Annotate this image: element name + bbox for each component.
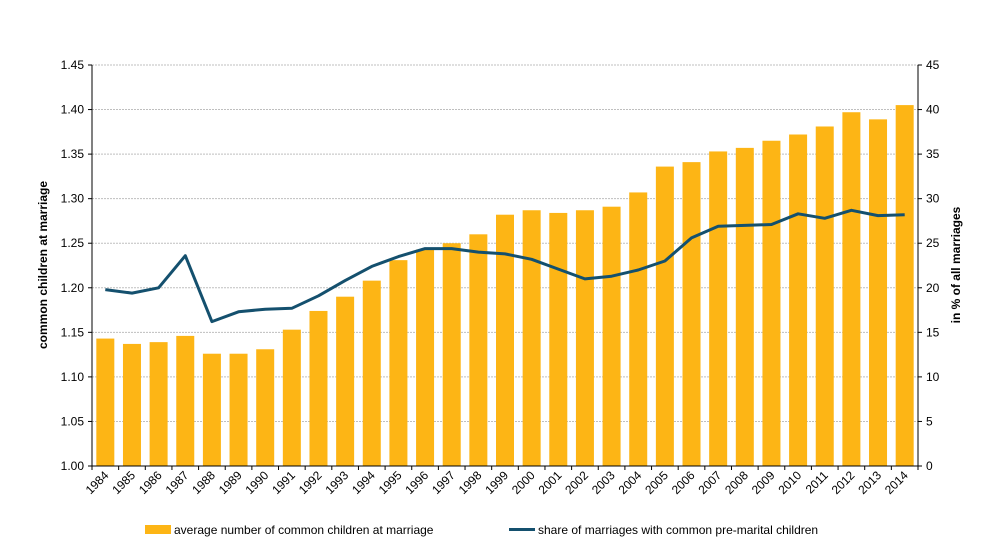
right-tick-label: 35	[926, 147, 940, 161]
right-tick-label: 25	[926, 236, 940, 250]
x-tick-label: 2001	[536, 468, 565, 497]
bar	[149, 342, 168, 466]
right-axis-title: in % of all marriages	[949, 206, 963, 323]
x-tick-label: 2012	[829, 468, 858, 497]
x-tick-label: 2005	[642, 468, 671, 497]
right-tick-label: 40	[926, 103, 940, 117]
axes	[91, 65, 919, 467]
bar	[96, 338, 115, 466]
right-tick-label: 10	[926, 370, 940, 384]
bar-series	[96, 105, 914, 467]
right-tick-label: 0	[926, 459, 933, 473]
left-tick-label: 1.25	[61, 236, 85, 250]
x-tick-label: 1985	[109, 468, 138, 497]
x-tick-label: 1996	[402, 468, 431, 497]
bar	[202, 353, 221, 466]
x-tick-label: 2007	[696, 468, 725, 497]
x-tick-label: 1997	[429, 468, 458, 497]
legend-line-label: share of marriages with common pre-marit…	[538, 523, 818, 537]
left-tick-label: 1.05	[61, 414, 85, 428]
left-tick-label: 1.40	[61, 103, 85, 117]
x-tick-label: 1995	[376, 468, 405, 497]
x-tick-label: 2014	[882, 468, 911, 497]
bar	[629, 192, 648, 466]
legend: average number of common children at mar…	[145, 523, 818, 537]
bar	[122, 343, 141, 466]
bar	[309, 310, 328, 466]
x-tick-label: 2011	[803, 468, 831, 496]
bar	[522, 210, 541, 466]
bar	[602, 206, 621, 467]
right-tick-label: 15	[926, 325, 940, 339]
bar	[469, 234, 488, 466]
x-tick-label: 1991	[269, 468, 298, 497]
x-axis-ticks: 1984198519861987198819891990199119921993…	[83, 466, 919, 497]
left-tick-label: 1.15	[61, 325, 85, 339]
x-tick-label: 2009	[749, 468, 778, 497]
line-series	[105, 208, 905, 324]
left-tick-label: 1.00	[61, 459, 85, 473]
right-tick-label: 5	[926, 414, 933, 428]
bar	[549, 212, 568, 466]
right-tick-label: 20	[926, 281, 940, 295]
bar	[735, 147, 754, 466]
left-tick-label: 1.30	[61, 192, 85, 206]
x-tick-label: 1986	[136, 468, 165, 497]
bar	[815, 126, 834, 466]
left-tick-label: 1.35	[61, 147, 85, 161]
left-tick-label: 1.10	[61, 370, 85, 384]
x-tick-label: 1992	[296, 468, 325, 497]
x-tick-label: 1993	[322, 468, 351, 497]
x-tick-label: 2000	[509, 468, 538, 497]
bar	[256, 349, 275, 466]
x-tick-label: 1998	[456, 468, 485, 497]
bar	[362, 280, 381, 466]
bar	[682, 162, 701, 466]
x-tick-label: 1999	[482, 468, 511, 497]
x-tick-label: 2008	[722, 468, 751, 497]
bar	[282, 329, 301, 466]
bar	[176, 335, 195, 466]
right-tick-label: 30	[926, 192, 940, 206]
bar	[789, 134, 808, 467]
left-axis-ticks: 1.00 1.05 1.10 1.15 1.20 1.25 1.30 1.35 1.40 1.45	[61, 58, 92, 473]
bar	[416, 249, 435, 466]
left-tick-label: 1.45	[61, 58, 85, 72]
legend-bar-label: average number of common children at mar…	[174, 523, 434, 537]
x-tick-label: 1989	[216, 468, 245, 497]
series-line	[105, 208, 905, 324]
x-tick-label: 1984	[83, 468, 112, 497]
x-tick-label: 1990	[243, 468, 272, 497]
right-tick-label: 45	[926, 58, 940, 72]
x-tick-label: 2013	[855, 468, 884, 497]
x-tick-label: 2003	[589, 468, 618, 497]
bar	[655, 166, 674, 466]
bar	[709, 151, 728, 466]
x-tick-label: 1988	[189, 468, 218, 497]
legend-bar-swatch	[145, 525, 171, 534]
bar	[842, 112, 861, 467]
x-tick-label: 2010	[775, 468, 804, 497]
x-tick-label: 1987	[163, 468, 192, 497]
x-tick-label: 2006	[669, 468, 698, 497]
bar	[869, 119, 888, 466]
bar	[496, 214, 514, 466]
bar	[895, 105, 914, 466]
bar	[336, 296, 355, 466]
bar	[575, 210, 594, 466]
x-tick-label: 1994	[349, 468, 378, 497]
bar	[762, 140, 781, 466]
bar	[389, 260, 408, 466]
x-tick-label: 2004	[616, 468, 645, 497]
bar	[442, 243, 461, 466]
right-axis-ticks: 0 5 10 15 20 25 30 35 40 45	[918, 58, 940, 473]
left-axis-title: common children at marriage	[36, 181, 50, 349]
x-tick-label: 2002	[562, 468, 591, 497]
bar	[229, 353, 248, 466]
left-tick-label: 1.20	[61, 281, 85, 295]
